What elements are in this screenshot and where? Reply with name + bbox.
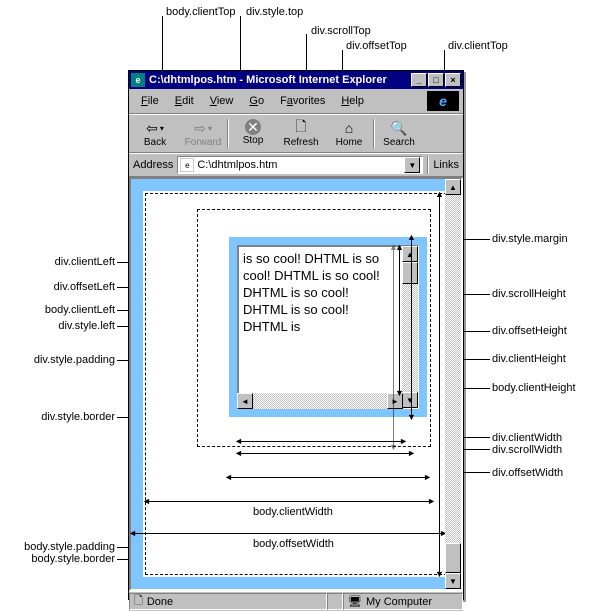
scroll-track[interactable] [445, 195, 461, 543]
label-body-clientwidth: body.clientWidth [251, 506, 335, 518]
scroll-track[interactable] [402, 284, 418, 392]
refresh-icon: 🗋 [291, 119, 311, 137]
callout-div-offsetwidth: div.offsetWidth [492, 467, 563, 479]
stop-icon: ✕ [245, 119, 261, 135]
home-button[interactable]: ⌂ Home [325, 117, 373, 150]
div-padding-box: is so cool! DHTML is so cool! DHTML is s… [237, 245, 419, 409]
search-icon: 🔍 [389, 119, 409, 137]
callout-div-clienttop: div.clientTop [448, 40, 508, 52]
statusbar: 🗋 Done 🖥 My Computer [129, 591, 463, 611]
address-value: C:\dhtmlpos.htm [197, 159, 277, 171]
address-bar: Address e C:\dhtmlpos.htm ▼ Links [129, 153, 463, 177]
refresh-button[interactable]: 🗋 Refresh [277, 117, 325, 150]
window-title: C:\dhtmlpos.htm - Microsoft Internet Exp… [149, 74, 411, 86]
dim-div-clientwidth [239, 441, 403, 442]
close-button[interactable]: × [445, 73, 461, 87]
forward-label: Forward [185, 137, 222, 148]
label-body-offsetwidth: body.offsetWidth [251, 538, 336, 550]
dim-div-offsetheight [411, 237, 412, 417]
titlebar-buttons: _ □ × [411, 73, 461, 87]
links-label[interactable]: Links [433, 159, 459, 171]
callout-div-scrolltop: div.scrollTop [311, 25, 371, 37]
callout-body-clienttop: body.clientTop [166, 6, 236, 18]
callout-div-style-border: div.style.border [30, 411, 115, 423]
page-vertical-scrollbar[interactable]: ▲ ▼ [445, 179, 461, 589]
scroll-track[interactable] [253, 393, 387, 409]
dim-body-clientheight [439, 194, 440, 574]
callout-div-offsetheight: div.offsetHeight [492, 325, 567, 337]
callout-body-style-padding: body.style.padding [4, 541, 115, 553]
done-icon: 🗋 [134, 592, 143, 611]
callout-div-offsetleft: div.offsetLeft [35, 281, 115, 293]
minimize-button[interactable]: _ [411, 73, 427, 87]
ie-icon: e [131, 73, 145, 87]
menubar: File Edit View Go Favorites Help e [129, 89, 463, 114]
callout-div-style-top: div.style.top [246, 6, 303, 18]
dim-body-clientwidth [147, 501, 431, 502]
dim-div-clientheight [399, 247, 400, 393]
callout-div-clientleft: div.clientLeft [35, 256, 115, 268]
div-vertical-scrollbar[interactable]: ▲ ▼ [402, 246, 418, 408]
menu-view[interactable]: View [202, 93, 242, 109]
scroll-thumb[interactable] [402, 262, 418, 284]
refresh-label: Refresh [283, 137, 318, 148]
address-label: Address [133, 159, 173, 171]
ie-window: e C:\dhtmlpos.htm - Microsoft Internet E… [128, 70, 464, 600]
callout-body-clientleft: body.clientLeft [25, 304, 115, 316]
home-label: Home [336, 137, 363, 148]
toolbar: ⇦▾ Back ⇨▾ Forward ✕ Stop 🗋 Refresh ⌂ Ho… [129, 114, 463, 153]
stop-label: Stop [243, 135, 264, 146]
back-button[interactable]: ⇦▾ Back [131, 117, 179, 150]
back-label: Back [144, 137, 166, 148]
status-zone: 🖥 My Computer [343, 593, 463, 610]
scroll-down-icon[interactable]: ▼ [402, 392, 418, 408]
menu-help[interactable]: Help [333, 93, 372, 109]
div-content-text: is so cool! DHTML is so cool! DHTML is s… [238, 246, 402, 408]
dim-body-offsetwidth [133, 533, 443, 534]
callout-div-scrollwidth: div.scrollWidth [492, 444, 562, 456]
dim-div-scrollheight [393, 247, 394, 447]
separator [427, 156, 429, 174]
titlebar: e C:\dhtmlpos.htm - Microsoft Internet E… [129, 71, 463, 89]
menu-go[interactable]: Go [241, 93, 272, 109]
body-box: is so cool! DHTML is so cool! DHTML is s… [143, 191, 449, 577]
status-done: 🗋 Done [129, 593, 327, 610]
ie-logo-icon: e [427, 91, 459, 111]
search-button[interactable]: 🔍 Search [375, 117, 423, 150]
dim-div-offsetwidth [229, 477, 427, 478]
stop-button[interactable]: ✕ Stop [229, 117, 277, 150]
callout-body-style-border: body.style.border [12, 553, 115, 565]
div-horizontal-scrollbar[interactable]: ◄ ► [237, 393, 403, 409]
menu-file[interactable]: File [133, 93, 167, 109]
callout-div-clientwidth: div.clientWidth [492, 432, 562, 444]
scroll-down-icon[interactable]: ▼ [445, 573, 461, 589]
page-icon: e [180, 158, 194, 172]
dim-div-scrollwidth [239, 453, 411, 454]
menu-edit[interactable]: Edit [167, 93, 202, 109]
scroll-up-icon[interactable]: ▲ [402, 246, 418, 262]
scroll-thumb[interactable] [445, 543, 461, 573]
callout-div-style-left: div.style.left [48, 320, 115, 332]
callout-div-clientheight: div.clientHeight [492, 353, 566, 365]
back-arrow-icon: ⇦▾ [145, 119, 165, 137]
computer-icon: 🖥 [348, 595, 362, 608]
callout-div-scrollheight: div.scrollHeight [492, 288, 566, 300]
forward-arrow-icon: ⇨▾ [193, 119, 213, 137]
callout-body-clientheight: body.clientHeight [492, 382, 576, 394]
home-icon: ⌂ [339, 119, 359, 137]
scroll-left-icon[interactable]: ◄ [237, 393, 253, 409]
address-dropdown-icon[interactable]: ▼ [404, 157, 420, 173]
maximize-button[interactable]: □ [428, 73, 444, 87]
status-cell-empty [327, 593, 343, 610]
callout-div-style-margin: div.style.margin [492, 233, 568, 245]
callout-div-offsettop: div.offsetTop [346, 40, 407, 52]
address-input[interactable]: e C:\dhtmlpos.htm ▼ [177, 156, 423, 174]
callout-div-style-padding: div.style.padding [21, 354, 115, 366]
menu-favorites[interactable]: Favorites [272, 93, 333, 109]
search-label: Search [383, 137, 415, 148]
content-area: is so cool! DHTML is so cool! DHTML is s… [129, 177, 463, 591]
forward-button[interactable]: ⇨▾ Forward [179, 117, 227, 150]
scroll-up-icon[interactable]: ▲ [445, 179, 461, 195]
